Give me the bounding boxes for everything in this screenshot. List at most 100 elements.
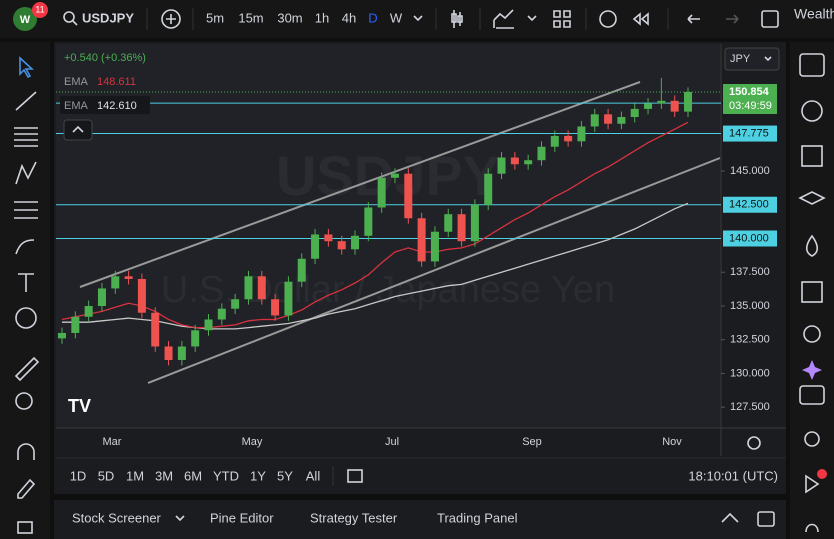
compare-button[interactable]	[161, 9, 181, 29]
chart-type-icon[interactable]	[451, 10, 463, 28]
panel-tab[interactable]: Trading Panel	[437, 510, 518, 525]
range-button[interactable]: YTD	[213, 468, 239, 483]
y-tick-label: 132.500	[730, 334, 770, 346]
trendline-tool[interactable]	[15, 91, 37, 111]
alerts-icon[interactable]	[801, 100, 823, 122]
candle-body	[590, 114, 599, 127]
symbol[interactable]: USDJPY	[82, 10, 134, 25]
replay-icon[interactable]	[805, 474, 820, 494]
x-tick-label: Sep	[522, 436, 542, 448]
candle-body	[84, 305, 93, 317]
hotlist-icon[interactable]	[805, 234, 819, 257]
indicators-dropdown[interactable]	[527, 15, 537, 22]
settings-icon[interactable]	[747, 436, 761, 450]
candle-body	[644, 103, 653, 109]
draw-mode-tool[interactable]	[17, 478, 36, 499]
magnet-tool[interactable]	[17, 443, 35, 460]
candle-body	[311, 234, 320, 259]
candle-body	[177, 346, 186, 360]
interval-button[interactable]: 15m	[238, 10, 263, 25]
level-label-box	[723, 196, 777, 213]
brush-tool[interactable]	[15, 239, 35, 255]
logo[interactable]	[13, 7, 37, 31]
maximize-panel[interactable]	[757, 511, 775, 527]
ema-line	[61, 121, 689, 329]
collapse-icon	[72, 125, 84, 133]
interval-button[interactable]: 5m	[206, 10, 224, 25]
calendar-icon[interactable]	[801, 281, 823, 303]
collapse-legend-button[interactable]	[63, 119, 93, 141]
account-name[interactable]: Wealth	[794, 6, 834, 22]
interval-dropdown[interactable]	[413, 15, 423, 22]
interval-button[interactable]: W	[390, 10, 403, 25]
prediction-tool[interactable]	[14, 201, 38, 219]
logo-text: W	[20, 14, 31, 26]
news-icon[interactable]	[801, 145, 823, 167]
x-tick-label: May	[242, 436, 263, 448]
indicators-icon[interactable]	[493, 9, 514, 29]
text-tool[interactable]	[18, 273, 34, 292]
goto-date-icon[interactable]	[347, 469, 363, 483]
range-button[interactable]: 1M	[126, 468, 144, 483]
chat-icon[interactable]	[799, 385, 825, 405]
undo-icon[interactable]	[687, 14, 700, 24]
ema-label: EMA	[64, 100, 89, 112]
layouts-icon[interactable]	[553, 10, 571, 28]
currency-button[interactable]	[724, 47, 780, 71]
currency[interactable]: JPY	[730, 53, 751, 65]
ai-icon[interactable]	[802, 360, 822, 380]
range-button[interactable]: 3M	[155, 468, 173, 483]
ideas-icon[interactable]	[803, 325, 821, 343]
panel-tab[interactable]: Pine Editor	[210, 510, 274, 525]
price-change: +0.540 (+0.36%)	[64, 52, 146, 64]
watchlist-icon[interactable]	[799, 53, 825, 77]
replay-icon[interactable]	[632, 12, 649, 26]
redo-icon[interactable]	[726, 14, 739, 24]
zoom-tool[interactable]	[15, 392, 33, 410]
panel-tab[interactable]: Stock Screener	[72, 510, 162, 525]
range-button[interactable]: 1Y	[250, 468, 266, 483]
notification-dot	[817, 469, 827, 479]
ema-value: 148.611	[97, 76, 136, 88]
candle-body	[390, 173, 399, 178]
expand-panel[interactable]	[721, 512, 739, 523]
emoji-tool[interactable]	[15, 307, 37, 329]
range-button[interactable]: 6M	[184, 468, 202, 483]
cursor-tool[interactable]	[19, 56, 35, 79]
search-icon[interactable]	[63, 11, 75, 23]
lock-tool[interactable]	[17, 521, 33, 534]
tv-logo: TV	[68, 396, 91, 416]
range-button[interactable]: 1D	[70, 468, 87, 483]
pattern-tool[interactable]	[15, 161, 37, 185]
interval-button[interactable]: D	[368, 10, 377, 25]
candle-body	[231, 299, 240, 309]
level-label: 147.775	[729, 127, 769, 139]
channel-line	[147, 157, 721, 384]
alert-icon[interactable]	[599, 10, 617, 28]
fullscreen-icon[interactable]	[761, 10, 779, 28]
interval-button[interactable]: 4h	[342, 10, 356, 25]
tab-dropdown[interactable]	[175, 515, 185, 522]
candle-body	[657, 100, 666, 104]
range-button[interactable]: All	[306, 468, 321, 483]
candle-body	[124, 276, 133, 279]
legend-highlight	[60, 96, 150, 114]
streams-icon[interactable]	[804, 431, 820, 447]
ruler-tool[interactable]	[14, 356, 40, 382]
candle-body	[484, 173, 493, 205]
candle-body	[111, 276, 120, 289]
candle-body	[564, 135, 573, 142]
panel-tab[interactable]: Strategy Tester	[310, 510, 398, 525]
range-button[interactable]: 5Y	[277, 468, 293, 483]
interval-button[interactable]: 1h	[315, 10, 329, 25]
level-label: 140.000	[729, 232, 769, 244]
candle-body	[351, 235, 360, 250]
layers-icon[interactable]	[798, 191, 826, 205]
fib-tool[interactable]	[14, 127, 38, 147]
help-icon[interactable]	[805, 523, 819, 533]
ema-value: 142.610	[97, 100, 137, 112]
candle-body	[577, 126, 586, 142]
range-button[interactable]: 5D	[98, 468, 115, 483]
interval-button[interactable]: 30m	[277, 10, 302, 25]
badge	[32, 2, 48, 18]
